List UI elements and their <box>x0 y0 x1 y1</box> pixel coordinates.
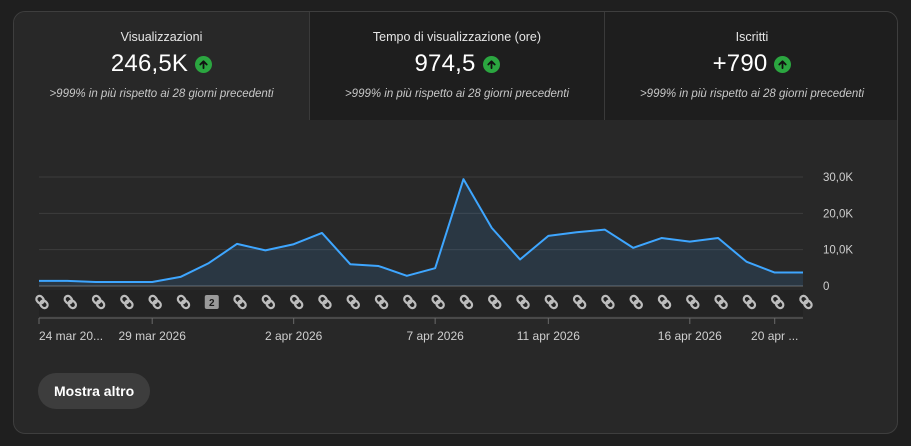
arrow-up-icon <box>774 55 792 73</box>
arrow-up-icon <box>195 55 213 73</box>
analytics-card: Visualizzazioni 246,5K >999% in più risp… <box>13 11 898 434</box>
shorts-icon <box>346 294 361 310</box>
metric-value: +790 <box>712 50 768 77</box>
shorts-icon <box>148 294 162 310</box>
shorts-icon <box>487 294 502 310</box>
arrow-up-icon <box>482 55 500 73</box>
views-chart[interactable]: 30,0K 20,0K 10,0K 0 2 24 mar 20... 29 mar 2026… <box>14 120 898 360</box>
count-badge <box>204 295 219 309</box>
shorts-icon <box>431 294 445 310</box>
metric-label: Iscritti <box>735 30 769 44</box>
series-line <box>39 178 803 284</box>
metric-tab-subscribers[interactable]: Iscritti +790 >999% in più rispetto ai 2… <box>604 12 897 120</box>
x-tick-label: 24 mar 20... <box>39 329 103 343</box>
shorts-icon <box>63 294 78 310</box>
x-tick-label: 16 apr 2026 <box>658 329 722 343</box>
shorts-icon <box>516 294 530 310</box>
metric-tabs: Visualizzazioni 246,5K >999% in più risp… <box>14 12 897 120</box>
metric-tab-views[interactable]: Visualizzazioni 246,5K >999% in più risp… <box>14 12 309 120</box>
y-tick-label: 30,0K <box>823 172 853 184</box>
shorts-icon <box>572 294 587 310</box>
shorts-icon <box>91 294 106 310</box>
metric-value: 246,5K <box>110 50 189 77</box>
metric-comparison: >999% in più rispetto ai 28 giorni prece… <box>344 88 570 100</box>
shorts-icon <box>233 294 247 310</box>
x-tick-label: 7 apr 2026 <box>406 329 464 343</box>
y-tick-label: 20,0K <box>823 208 853 220</box>
x-tick-label: 29 mar 2026 <box>118 329 186 343</box>
y-tick-label: 0 <box>823 281 829 293</box>
shorts-icon <box>176 294 191 310</box>
marker-strip <box>39 290 803 316</box>
shorts-icon <box>686 294 700 310</box>
shorts-icon <box>742 294 757 310</box>
y-tick-label: 10,0K <box>823 245 853 257</box>
metric-label: Tempo di visualizzazione (ore) <box>372 30 542 44</box>
shorts-icon <box>714 294 728 310</box>
shorts-icon <box>544 294 559 310</box>
metric-comparison: >999% in più rispetto ai 28 giorni prece… <box>49 88 274 100</box>
shorts-icon <box>318 294 332 310</box>
shorts-icon <box>657 294 672 310</box>
show-more-button[interactable]: Mostra altro <box>38 373 151 409</box>
shorts-icon <box>374 294 389 310</box>
shorts-icon <box>403 294 417 310</box>
shorts-icon <box>770 294 785 310</box>
shorts-icon <box>289 294 304 310</box>
x-tick-label: 11 apr 2026 <box>517 329 580 343</box>
metric-value: 974,5 <box>414 50 476 77</box>
shorts-icon <box>261 294 276 310</box>
shorts-icon <box>799 294 813 310</box>
metric-comparison: >999% in più rispetto ai 28 giorni prece… <box>639 88 865 100</box>
series-area <box>39 179 803 286</box>
shorts-icon <box>459 294 474 310</box>
x-tick-label: 20 apr ... <box>751 329 798 343</box>
shorts-icon <box>601 294 615 310</box>
x-tick-label: 2 apr 2026 <box>265 329 323 343</box>
shorts-icon <box>35 294 49 310</box>
metric-label: Visualizzazioni <box>120 30 203 44</box>
shorts-icon <box>120 294 134 310</box>
count-badge-label: 2 <box>209 298 215 309</box>
shorts-icon <box>629 294 643 310</box>
metric-tab-watch-time[interactable]: Tempo di visualizzazione (ore) 974,5 >99… <box>309 12 604 120</box>
